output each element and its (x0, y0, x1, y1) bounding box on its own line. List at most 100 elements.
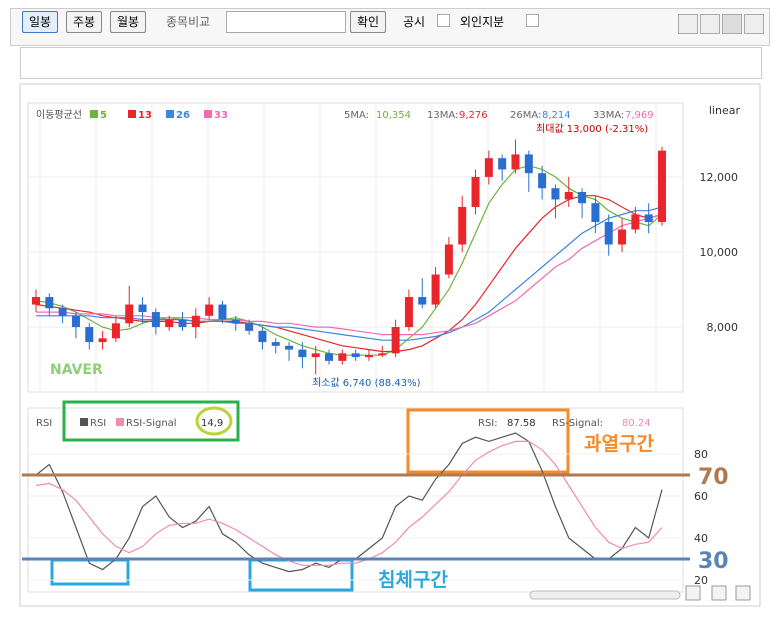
candle-body (338, 353, 347, 361)
rsi-panel (27, 407, 684, 593)
candle-body (604, 221, 613, 245)
icon-button[interactable] (700, 14, 720, 34)
candle-body (351, 353, 360, 358)
ma-line (35, 165, 663, 356)
ma-line (35, 195, 663, 353)
candle-body (524, 154, 533, 174)
candle-body (378, 353, 387, 356)
candle-body (45, 297, 54, 309)
candle-body (391, 327, 400, 354)
ma-readout-label: 26MA: (510, 110, 541, 121)
candle-body (85, 327, 94, 343)
zoom-in[interactable] (685, 585, 701, 601)
candle-body (484, 158, 493, 177)
candle-body (298, 349, 307, 358)
legend-label: 5 (100, 110, 107, 121)
max-label: 최대값 13,000 (-2.31%) (536, 123, 648, 135)
ma-readout: 7,969 (625, 110, 654, 121)
candle-body (98, 338, 107, 343)
readout-label: RSI: (478, 418, 498, 429)
icon-button[interactable] (722, 14, 742, 34)
highlight-circle (195, 406, 233, 436)
ma-line (36, 206, 663, 341)
zoom-out[interactable] (711, 585, 727, 601)
weekly-button[interactable]: 주봉 (66, 11, 103, 33)
readout: 80.24 (622, 418, 651, 429)
legend-label: RSI-Signal (126, 418, 177, 429)
candle-body (498, 158, 507, 170)
icon-button[interactable] (678, 14, 698, 34)
monthly-button[interactable]: 월봉 (110, 11, 147, 33)
y-tick-label: 60 (694, 490, 708, 503)
candle-body (231, 319, 240, 324)
candle-body (178, 319, 187, 328)
legend-swatch (90, 110, 98, 118)
candle-body (191, 315, 200, 328)
legend-swatch (80, 418, 88, 426)
y-tick-label: 12,000 (700, 171, 739, 184)
candle-body (631, 214, 640, 230)
candle-body (58, 308, 67, 316)
candle-body (618, 229, 627, 245)
chart-frame (19, 83, 761, 607)
candle-body (404, 297, 413, 328)
legend-label: RSI (90, 418, 106, 429)
info-bar (20, 47, 762, 79)
rsi-line (35, 440, 663, 566)
candle-body (311, 353, 320, 358)
checkbox[interactable] (526, 14, 539, 27)
candle-body (564, 191, 573, 200)
daily-button[interactable]: 일봉 (22, 11, 59, 33)
watermark: NAVER (50, 362, 103, 378)
candle-body (258, 330, 267, 343)
threshold-label: 30 (698, 549, 729, 574)
legend-label: 26 (176, 110, 190, 121)
candle-body (658, 150, 666, 222)
ma-line (36, 213, 663, 336)
candle-body (111, 323, 120, 339)
legend-swatch (204, 110, 212, 118)
legend-swatch (128, 110, 136, 118)
legend-swatch (116, 418, 124, 426)
check-label: 외인지분 (460, 15, 505, 29)
candle-body (578, 191, 587, 204)
scrollbar[interactable] (529, 590, 681, 600)
candle-body (444, 244, 453, 275)
candle-body (245, 323, 254, 331)
candle-body (471, 176, 480, 207)
confirm-button[interactable]: 확인 (350, 11, 387, 33)
compare-input[interactable] (226, 11, 346, 33)
candle-body (551, 188, 560, 200)
candle-body (511, 154, 520, 170)
y-tick-label: 8,000 (707, 321, 739, 334)
ma-readout-label: 33MA: (593, 110, 624, 121)
readout-label: RS-Signal: (552, 418, 603, 429)
zone-label: 과열구간 (584, 433, 654, 455)
candle-body (458, 206, 467, 245)
legend-swatch (166, 110, 174, 118)
candle-body (431, 274, 440, 305)
panel-title: RSI (36, 418, 52, 429)
zone-label: 침체구간 (378, 569, 448, 591)
y-tick-label: 10,000 (700, 246, 739, 259)
candle-body (71, 315, 80, 328)
candle-body (538, 173, 547, 189)
highlight-box (62, 400, 240, 442)
candle-body (271, 342, 280, 346)
ma-readout: 8,214 (542, 110, 571, 121)
check-label: 공시 (403, 15, 426, 29)
ma-readout: 9,276 (459, 110, 488, 121)
reset[interactable] (735, 585, 751, 601)
compare-label: 종목비교 (166, 15, 211, 29)
price-panel (27, 102, 684, 393)
candle-body (32, 297, 40, 305)
ma-readout: 10,354 (376, 110, 411, 121)
overbought-box (406, 408, 570, 474)
ma-readout-label: 5MA: (344, 110, 369, 121)
candle-body (165, 319, 174, 328)
icon-button[interactable] (744, 14, 764, 34)
checkbox[interactable] (437, 14, 450, 27)
candle-body (205, 304, 214, 316)
